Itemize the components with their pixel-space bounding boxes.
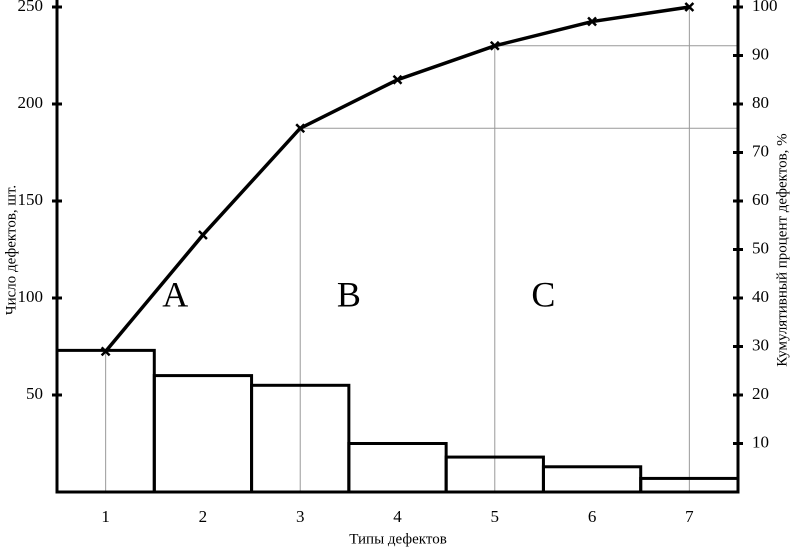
cumulative-marker xyxy=(587,16,597,27)
x-tick-label: 2 xyxy=(199,507,208,526)
y-tick-label: 150 xyxy=(18,190,44,209)
y2-tick-label: 20 xyxy=(752,384,769,403)
y2-tick-label: 70 xyxy=(752,141,769,160)
x-tick-label: 4 xyxy=(393,507,402,526)
x-tick-label: 6 xyxy=(588,507,597,526)
y2-tick-label: 30 xyxy=(752,335,769,354)
cumulative-marker xyxy=(392,74,403,85)
bar xyxy=(347,442,448,494)
y-tick-label: 250 xyxy=(18,0,44,15)
x-tick-label: 7 xyxy=(685,507,694,526)
zone-label: B xyxy=(337,274,361,314)
y-axis-title: Число дефектов, шт. xyxy=(3,185,19,315)
y2-tick-label: 10 xyxy=(752,432,769,451)
y-tick-label: 100 xyxy=(18,287,44,306)
x-tick-label: 5 xyxy=(491,507,500,526)
x-axis-title: Типы дефектов xyxy=(349,531,447,547)
cumulative-marker xyxy=(100,346,111,357)
cumulative-marker xyxy=(489,40,500,51)
cumulative-marker xyxy=(684,2,695,12)
y2-tick-label: 60 xyxy=(752,190,769,209)
zone-label: A xyxy=(162,274,188,314)
bar xyxy=(541,465,643,494)
y-tick-label: 200 xyxy=(18,93,44,112)
x-tick-label: 1 xyxy=(101,507,110,526)
y2-tick-label: 90 xyxy=(752,44,769,63)
y2-axis-title: Кумулятивный процент дефектов, % xyxy=(774,133,790,366)
cumulative-marker xyxy=(295,123,306,134)
cumulative-line xyxy=(104,5,690,353)
cumulative-marker xyxy=(198,230,208,240)
x-tick-label: 3 xyxy=(296,507,305,526)
y2-tick-label: 40 xyxy=(752,287,769,306)
bar xyxy=(152,374,254,494)
y2-tick-label: 100 xyxy=(752,0,778,15)
zone-label: C xyxy=(531,274,555,314)
y2-tick-label: 80 xyxy=(752,93,769,112)
y2-tick-label: 50 xyxy=(752,238,769,257)
y-tick-label: 50 xyxy=(26,384,43,403)
